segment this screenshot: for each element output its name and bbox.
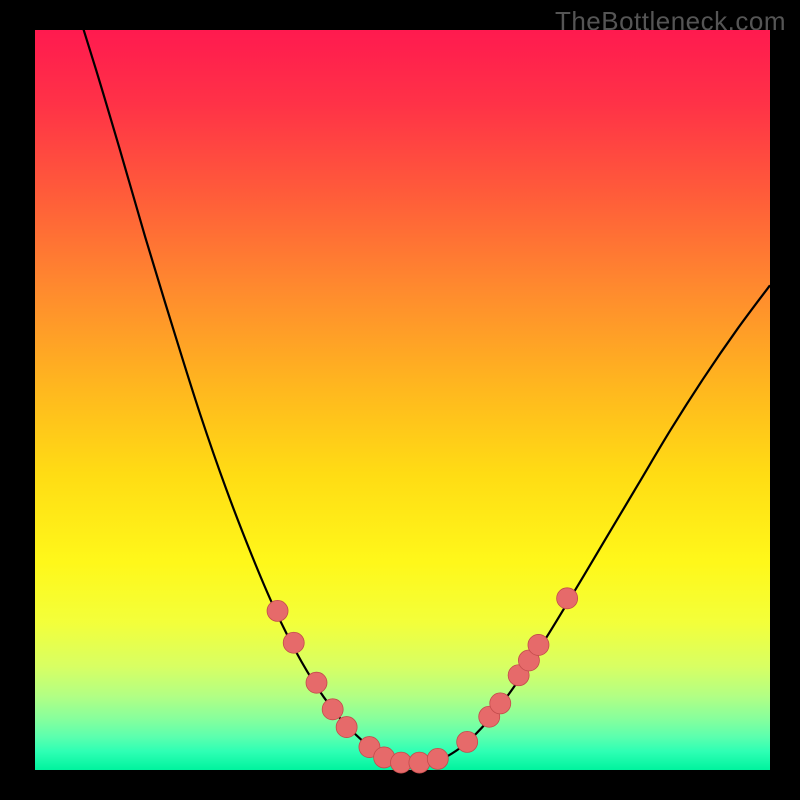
curve-marker xyxy=(322,699,343,720)
curve-marker xyxy=(490,693,511,714)
curve-marker xyxy=(557,588,578,609)
curve-marker xyxy=(267,600,288,621)
chart-frame: TheBottleneck.com xyxy=(0,0,800,800)
curve-marker xyxy=(306,672,327,693)
curve-marker xyxy=(283,632,304,653)
bottleneck-chart xyxy=(0,0,800,800)
plot-background xyxy=(35,30,770,770)
curve-marker xyxy=(336,717,357,738)
curve-marker xyxy=(457,731,478,752)
curve-marker xyxy=(409,752,430,773)
curve-marker xyxy=(427,748,448,769)
curve-marker xyxy=(528,634,549,655)
curve-marker xyxy=(391,752,412,773)
